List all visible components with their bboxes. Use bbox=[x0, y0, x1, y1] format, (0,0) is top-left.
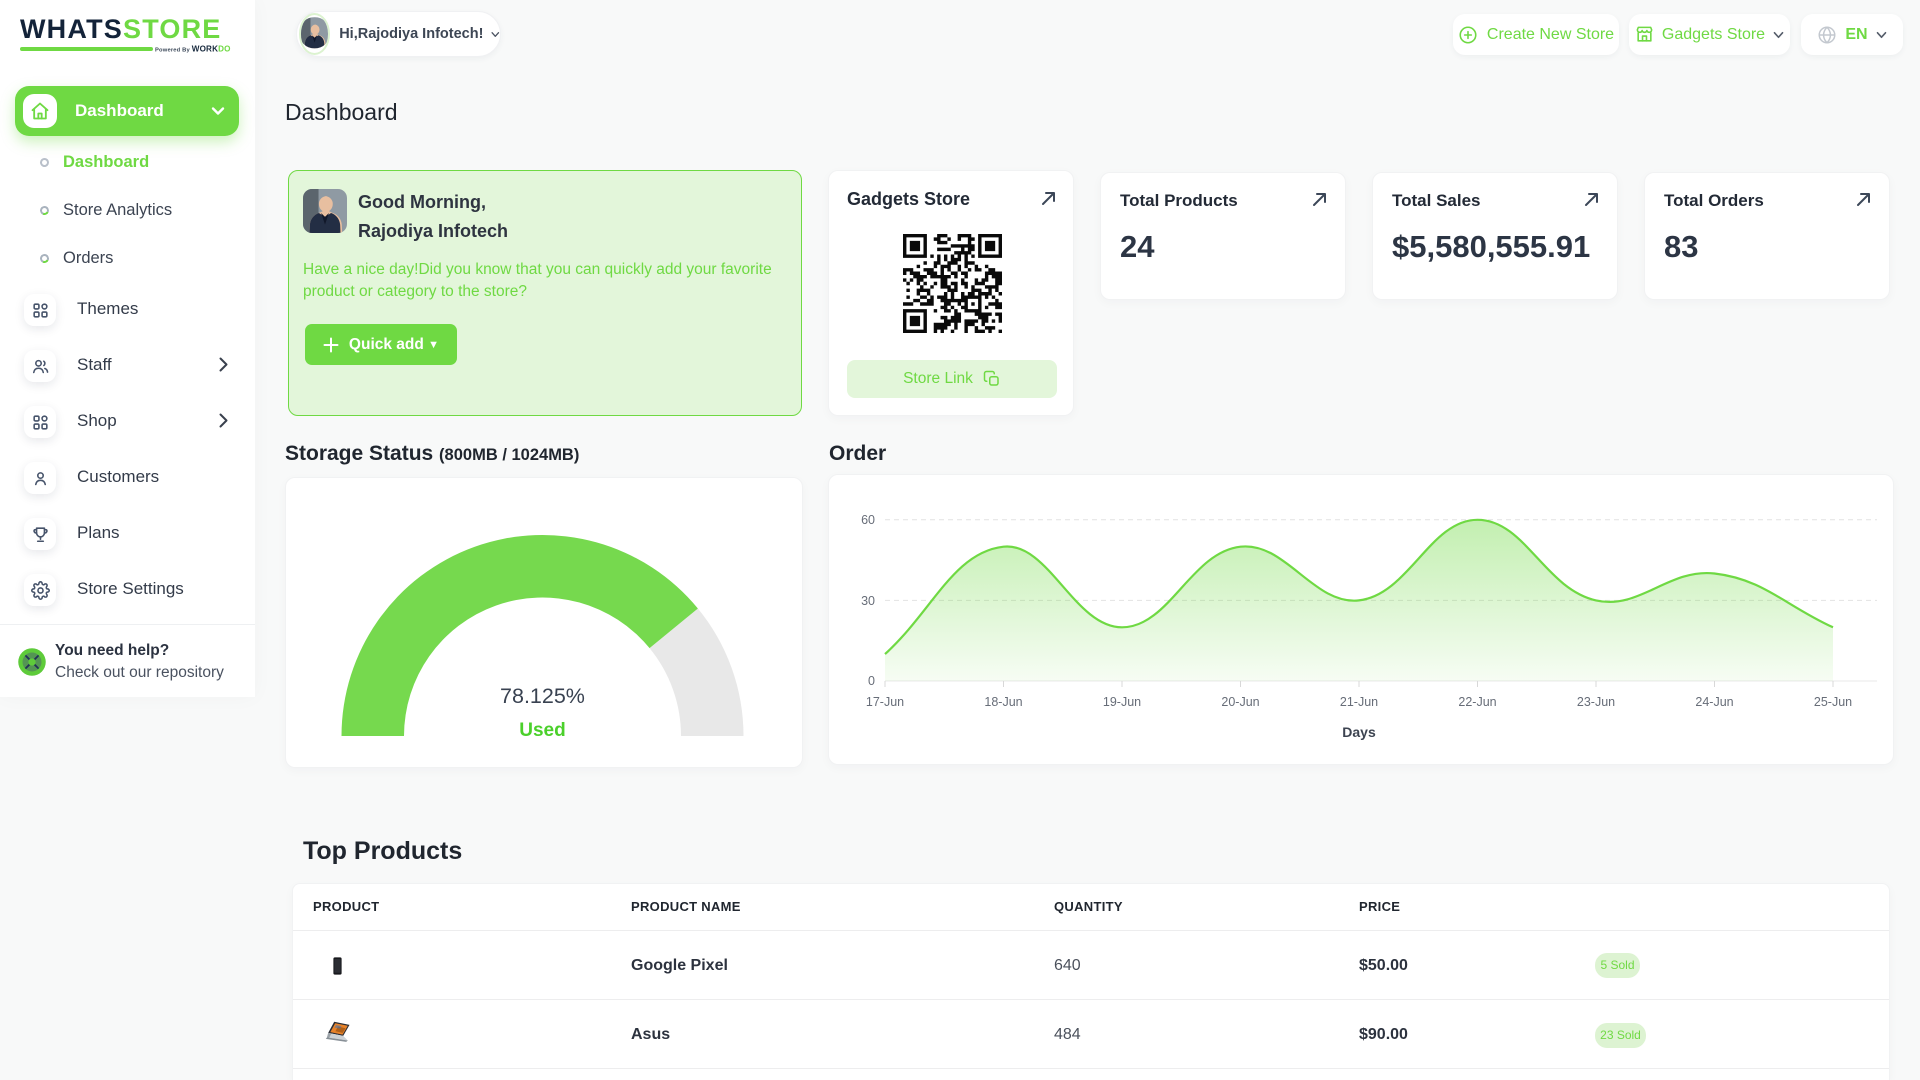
svg-text:22-Jun: 22-Jun bbox=[1458, 695, 1496, 709]
svg-text:60: 60 bbox=[861, 513, 875, 527]
svg-text:19-Jun: 19-Jun bbox=[1103, 695, 1141, 709]
svg-text:Used: Used bbox=[519, 720, 565, 741]
svg-text:78.125%: 78.125% bbox=[500, 684, 585, 708]
svg-text:0: 0 bbox=[868, 674, 875, 688]
svg-text:21-Jun: 21-Jun bbox=[1340, 695, 1378, 709]
svg-text:Days: Days bbox=[1342, 724, 1376, 740]
svg-text:25-Jun: 25-Jun bbox=[1814, 695, 1852, 709]
svg-text:23-Jun: 23-Jun bbox=[1577, 695, 1615, 709]
svg-text:18-Jun: 18-Jun bbox=[984, 695, 1022, 709]
svg-text:24-Jun: 24-Jun bbox=[1695, 695, 1733, 709]
svg-text:30: 30 bbox=[861, 594, 875, 608]
svg-text:20-Jun: 20-Jun bbox=[1221, 695, 1259, 709]
svg-text:17-Jun: 17-Jun bbox=[866, 695, 904, 709]
